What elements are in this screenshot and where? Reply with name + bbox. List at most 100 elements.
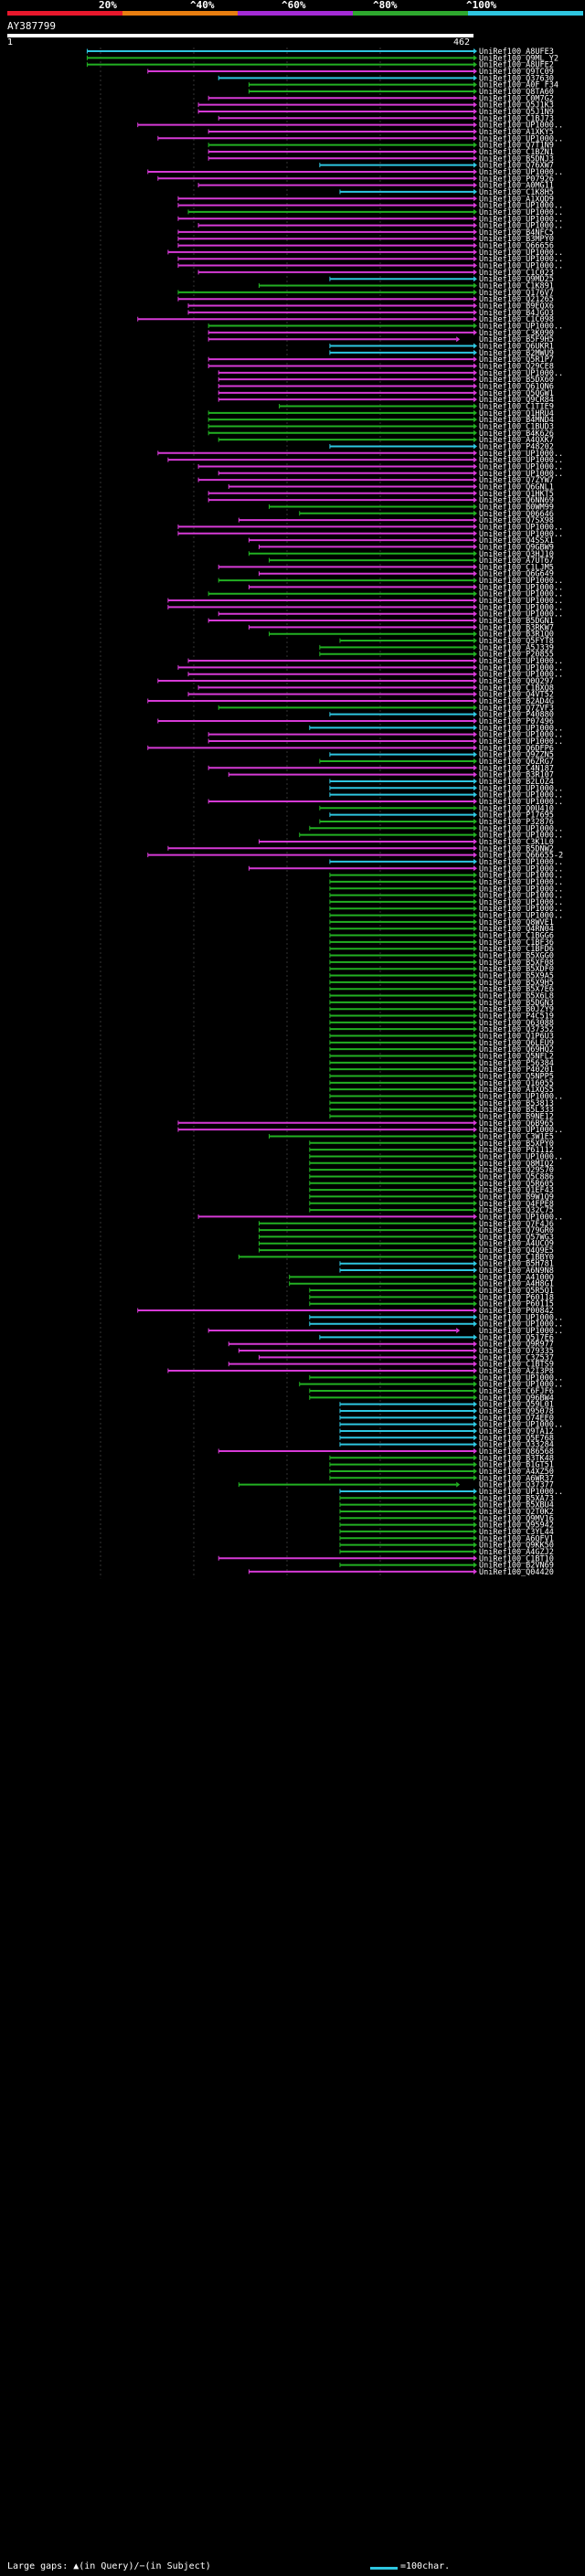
hit-label[interactable]: UniRef100_UP1000.. <box>479 878 563 887</box>
hit-label[interactable]: UniRef100_UP1000.. <box>479 864 563 874</box>
hit-label[interactable]: UniRef100_C6FJF6 <box>479 1387 554 1396</box>
hit-label[interactable]: UniRef100_O33284 <box>479 1441 554 1450</box>
hit-label[interactable]: UniRef100_UP1000.. <box>479 1313 563 1322</box>
hit-label[interactable]: UniRef100_A4XZ50 <box>479 1468 554 1477</box>
hit-label[interactable]: UniRef100_Q176V7 <box>479 289 554 298</box>
hit-label[interactable]: UniRef100_UP1000.. <box>479 663 563 673</box>
hit-label[interactable]: UniRef100_A1XQD9 <box>479 195 554 204</box>
hit-label[interactable]: UniRef100_Q9TC09 <box>479 68 554 77</box>
hit-label[interactable]: UniRef100_B3R107 <box>479 771 554 780</box>
hit-label[interactable]: UniRef100_UP1000.. <box>479 798 563 807</box>
hit-label[interactable]: UniRef100_UP1000.. <box>479 737 563 747</box>
hit-label[interactable]: UniRef100_C3K090 <box>479 329 554 338</box>
hit-label[interactable]: UniRef100_P60115 <box>479 1300 554 1309</box>
hit-label[interactable]: UniRef100_Q0Q297 <box>479 677 554 686</box>
hit-label[interactable]: UniRef100_C1TIE9 <box>479 402 554 411</box>
hit-label[interactable]: UniRef100_P4C519 <box>479 1012 554 1022</box>
hit-label[interactable]: UniRef100_UP1000.. <box>479 523 563 532</box>
hit-label[interactable]: UniRef100_A8UFE2 <box>479 61 554 70</box>
hit-label[interactable]: UniRef100_Q79GR0 <box>479 1226 554 1235</box>
hit-label[interactable]: UniRef100_Q5R1P7 <box>479 355 554 365</box>
hit-label[interactable]: UniRef100_C4N187 <box>479 764 554 773</box>
hit-label[interactable]: UniRef100_C3W1E5 <box>479 1132 554 1141</box>
hit-label[interactable]: UniRef100_Q5FYT8 <box>479 637 554 646</box>
hit-label[interactable]: UniRef100_UP1000.. <box>479 255 563 264</box>
hit-label[interactable]: UniRef100_C1BJ73 <box>479 114 554 123</box>
hit-label[interactable]: UniRef100_B9W1Q9 <box>479 1193 554 1202</box>
hit-label[interactable]: UniRef100_A7UT67 <box>479 557 554 566</box>
hit-label[interactable]: UniRef100_Q5E768 <box>479 1434 554 1443</box>
hit-label[interactable]: UniRef100_Q1EF43 <box>479 1186 554 1195</box>
hit-label[interactable]: UniRef100_B4MND4 <box>479 416 554 425</box>
hit-label[interactable]: UniRef100_Q5R605 <box>479 1180 554 1189</box>
hit-label[interactable]: UniRef100_UP1000.. <box>479 1381 563 1390</box>
hit-label[interactable]: UniRef100_Q7F4J6 <box>479 1220 554 1229</box>
hit-label[interactable]: UniRef100_Q5J1K3 <box>479 101 554 111</box>
hit-label[interactable]: UniRef100_Q5NFL2 <box>479 1053 554 1062</box>
hit-label[interactable]: UniRef100_C1K8H5 <box>479 188 554 197</box>
hit-label[interactable]: UniRef100_UP1000.. <box>479 858 563 867</box>
hit-label[interactable]: UniRef100_C3Z537 <box>479 1353 554 1362</box>
hit-label[interactable]: UniRef100_UP1000.. <box>479 731 563 740</box>
hit-label[interactable]: UniRef100_Q7T1N9 <box>479 142 554 151</box>
hit-label[interactable]: UniRef100_UP1000.. <box>479 597 563 606</box>
hit-label[interactable]: UniRef100_P20855 <box>479 651 554 660</box>
hit-label[interactable]: UniRef100_B3MPY0 <box>479 235 554 244</box>
hit-label[interactable]: UniRef100_Q9ZZN5 <box>479 751 554 760</box>
hit-label[interactable]: UniRef100_Q8TA60 <box>479 88 554 97</box>
hit-label[interactable]: UniRef100_Q59L01 <box>479 1401 554 1410</box>
hit-label[interactable]: UniRef100_Q21265 <box>479 295 554 304</box>
hit-label[interactable]: UniRef100_Q5C886 <box>479 1172 554 1182</box>
hit-label[interactable]: UniRef100_C0M7G2 <box>479 94 554 103</box>
hit-label[interactable]: UniRef100_B0WM99 <box>479 503 554 512</box>
hit-label[interactable]: UniRef100_Q2T0K2 <box>479 1508 554 1517</box>
hit-label[interactable]: UniRef100_P40880 <box>479 711 554 720</box>
hit-label[interactable]: UniRef100_UP1000.. <box>479 724 563 733</box>
hit-label[interactable]: UniRef100_Q6GNL1 <box>479 482 554 492</box>
hit-label[interactable]: UniRef100_UP1000.. <box>479 657 563 666</box>
hit-label[interactable]: UniRef100_P32876 <box>479 818 554 827</box>
hit-label[interactable]: UniRef100_A4GZJ2 <box>479 1548 554 1557</box>
hit-label[interactable]: UniRef100_B5X9A5 <box>479 972 554 981</box>
hit-label[interactable]: UniRef100_Q0U410 <box>479 804 554 813</box>
hit-label[interactable]: UniRef100_P56384 <box>479 1059 554 1068</box>
hit-label[interactable]: UniRef100_B2VN69 <box>479 1562 554 1571</box>
hit-label[interactable]: UniRef100_C1C023 <box>479 269 554 278</box>
hit-label[interactable]: UniRef100_A4QXK7 <box>479 436 554 445</box>
hit-label[interactable]: UniRef100_Q9ML Y2 <box>479 54 558 63</box>
hit-label[interactable]: UniRef100_P00842 <box>479 1307 554 1316</box>
hit-label[interactable]: UniRef100_Q4Q9E5 <box>479 1246 554 1256</box>
hit-label[interactable]: UniRef100_B5DGN3 <box>479 999 554 1008</box>
hit-label[interactable]: UniRef100_Q6UKR1 <box>479 343 554 352</box>
hit-label[interactable]: UniRef100_Q37630 <box>479 74 554 83</box>
hit-label[interactable]: UniRef100_B5F9H5 <box>479 335 554 345</box>
hit-label[interactable]: UniRef100_B5DX60 <box>479 376 554 385</box>
hit-label[interactable]: UniRef100_P61112 <box>479 1146 554 1155</box>
hit-label[interactable]: UniRef100_B5XA73 <box>479 1494 554 1503</box>
hit-label[interactable]: UniRef100_Q37352 <box>479 1025 554 1034</box>
hit-label[interactable]: UniRef100_Q3HJ10 <box>479 550 554 559</box>
hit-label[interactable]: UniRef100_B3TK48 <box>479 1454 554 1463</box>
hit-label[interactable]: UniRef100_UP1000.. <box>479 122 563 131</box>
hit-label[interactable]: UniRef100_UP1000.. <box>479 462 563 472</box>
hit-label[interactable]: UniRef100_Q9R977 <box>479 1341 554 1350</box>
hit-label[interactable]: UniRef100_Q32C75 <box>479 1206 554 1215</box>
hit-label[interactable]: UniRef100_P40201 <box>479 1065 554 1075</box>
hit-label[interactable]: UniRef100_B4JGO3 <box>479 309 554 318</box>
hit-label[interactable]: UniRef100_UP1000.. <box>479 791 563 800</box>
hit-label[interactable]: UniRef100_B1GT51 <box>479 1461 554 1470</box>
hit-label[interactable]: UniRef100_Q6B965 <box>479 1119 554 1129</box>
hit-label[interactable]: UniRef100_Q9GBW9 <box>479 543 554 552</box>
hit-label[interactable]: UniRef100_B5X6L8 <box>479 992 554 1002</box>
hit-label[interactable]: UniRef100_B2LOZ4 <box>479 778 554 787</box>
hit-label[interactable]: UniRef100_Q16055 <box>479 1079 554 1088</box>
hit-label[interactable]: UniRef100_UP1000.. <box>479 222 563 231</box>
hit-label[interactable]: UniRef100_A4UCO9 <box>479 1240 554 1249</box>
hit-label[interactable]: UniRef100_UP1000.. <box>479 577 563 586</box>
hit-label[interactable]: UniRef100_UP1000.. <box>479 470 563 479</box>
hit-label[interactable]: UniRef100_Q76XW7 <box>479 162 554 171</box>
hit-label[interactable]: UniRef100_UP1000.. <box>479 249 563 258</box>
hit-label[interactable]: UniRef100_Q37377 <box>479 1481 554 1490</box>
hit-label[interactable]: UniRef100_B4K626 <box>479 429 554 439</box>
hit-label[interactable]: UniRef100_B5H781 <box>479 1260 554 1269</box>
